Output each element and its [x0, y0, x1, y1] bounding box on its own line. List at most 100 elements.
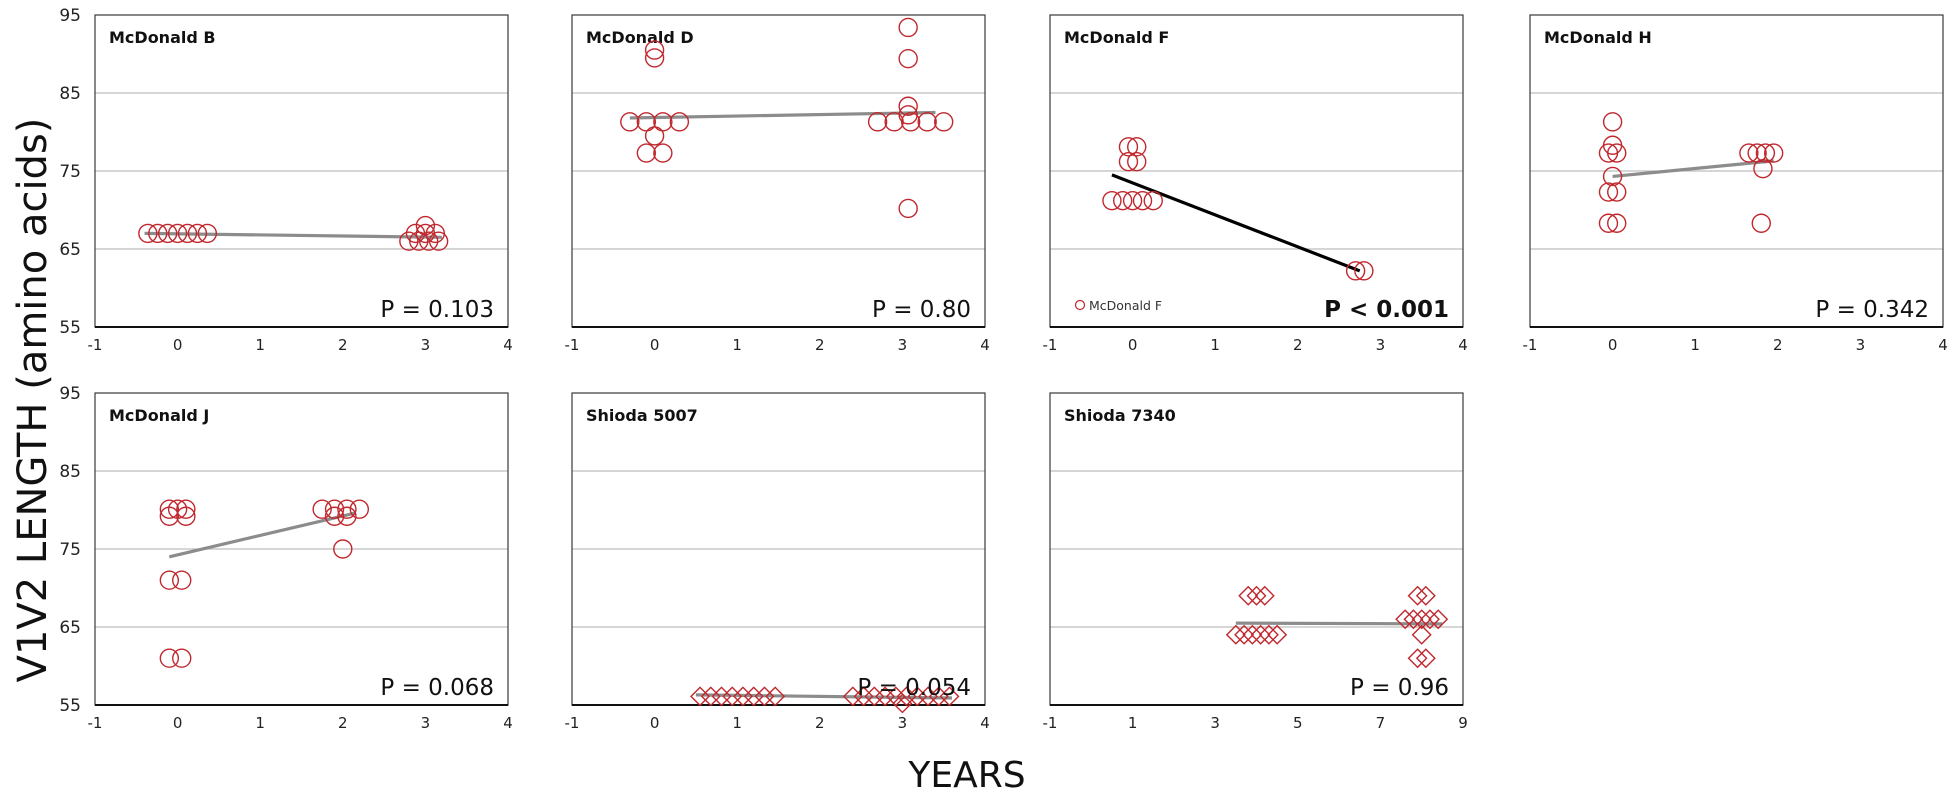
- data-point: [1602, 112, 1623, 132]
- data-point: [1607, 182, 1627, 202]
- x-tick-label: 1: [732, 714, 742, 732]
- data-point: [1607, 213, 1627, 233]
- x-tick-label: 3: [1210, 714, 1220, 732]
- x-tick-label: 3: [1856, 336, 1866, 354]
- trend-line: [168, 511, 356, 559]
- data-point: [1112, 190, 1133, 211]
- data-point: [324, 506, 345, 526]
- panel-6: -1 0 1 2 3 4 Shioda 5007 P = 0.054: [565, 392, 990, 732]
- data-point: [1598, 213, 1619, 233]
- data-point: [636, 143, 657, 163]
- data-point: [349, 499, 370, 519]
- data-point: [187, 223, 208, 244]
- data-point: [1238, 585, 1259, 606]
- data-point: [1242, 624, 1263, 645]
- data-point: [732, 686, 753, 707]
- x-tick-label: -1: [88, 714, 103, 732]
- data-point: [743, 686, 764, 707]
- x-tick-label: 1: [1690, 336, 1700, 354]
- data-point: [159, 499, 180, 519]
- x-tick-label: 0: [1608, 336, 1618, 354]
- data-point: [892, 693, 913, 714]
- data-point: [653, 112, 673, 132]
- x-tick-label: 0: [173, 714, 183, 732]
- y-tick-label: 65: [59, 240, 81, 260]
- panel-title: McDonald B: [109, 28, 216, 47]
- data-point: [644, 48, 665, 68]
- x-tick-label: 9: [1458, 714, 1468, 732]
- x-tick-label: 1: [732, 336, 742, 354]
- data-point: [864, 686, 885, 707]
- data-point: [907, 686, 928, 707]
- data-point: [1122, 190, 1143, 211]
- x-tick-label: 4: [980, 336, 990, 354]
- data-point: [1415, 648, 1436, 669]
- data-point: [1753, 158, 1773, 179]
- x-tick-label: -1: [88, 336, 103, 354]
- data-point: [653, 143, 673, 163]
- x-tick-label: 3: [898, 714, 908, 732]
- p-value-label: P = 0.054: [857, 675, 971, 701]
- x-tick-label: 1: [255, 714, 265, 732]
- data-point: [1118, 137, 1139, 157]
- x-tick-label: -1: [1043, 714, 1058, 732]
- data-point: [1411, 624, 1432, 645]
- data-point: [415, 215, 436, 236]
- x-tick-label: 0: [650, 336, 660, 354]
- trend-line: [1111, 173, 1361, 273]
- x-axis-label: YEARS: [907, 755, 1025, 796]
- x-tick-label: 2: [1293, 336, 1303, 354]
- data-point: [1250, 624, 1271, 645]
- data-point: [1415, 585, 1436, 606]
- data-point: [425, 223, 446, 244]
- panel-5: -1 0 1 2 3 4 55 65 75 85 95 McDonald J P = 0.068: [59, 384, 512, 732]
- panel-1: -1 0 1 2 3 4 55 65 75 85 95 McDonald B P = 0.103: [59, 6, 512, 354]
- data-point: [159, 570, 180, 590]
- data-point: [620, 112, 640, 132]
- data-point: [172, 570, 192, 590]
- trend-line: [1612, 159, 1774, 179]
- data-point: [1411, 609, 1432, 630]
- data-point: [1602, 135, 1623, 155]
- panel-title: Shioda 7340: [1064, 406, 1176, 425]
- data-point: [898, 96, 918, 116]
- data-point: [711, 686, 732, 707]
- y-tick-label: 75: [59, 540, 81, 560]
- data-point: [1225, 624, 1246, 645]
- x-tick-label: 1: [1210, 336, 1220, 354]
- data-point: [898, 198, 918, 219]
- panel-title: McDonald H: [1544, 28, 1652, 47]
- y-tick-label: 95: [59, 384, 81, 404]
- data-point: [842, 686, 863, 707]
- data-point: [167, 499, 188, 519]
- x-tick-label: 2: [815, 336, 825, 354]
- data-point: [1755, 143, 1776, 163]
- data-point: [1118, 151, 1139, 172]
- legend-label: McDonald F: [1089, 298, 1162, 313]
- data-point: [669, 112, 690, 132]
- data-point: [138, 223, 158, 244]
- y-tick-label: 85: [59, 462, 81, 482]
- data-point: [1395, 609, 1416, 630]
- x-tick-label: -1: [565, 714, 580, 732]
- data-point: [324, 499, 345, 519]
- x-tick-label: 4: [1458, 336, 1468, 354]
- panel-title: Shioda 5007: [586, 406, 698, 425]
- data-point: [853, 686, 874, 707]
- x-tick-label: 5: [1293, 714, 1303, 732]
- p-value-label: P = 0.342: [1815, 297, 1929, 323]
- panel-3: -1 0 1 2 3 4 McDonald F McDonald F P < 0.001: [1043, 14, 1468, 354]
- y-tick-label: 75: [59, 162, 81, 182]
- data-point: [176, 499, 196, 519]
- panel-2: -1 0 1 2 3 4 McDonald D P = 0.80: [565, 14, 990, 354]
- data-point: [917, 112, 937, 132]
- data-point: [636, 112, 657, 132]
- x-tick-label: 1: [1128, 714, 1138, 732]
- data-point: [1763, 143, 1784, 163]
- x-tick-label: 4: [503, 714, 513, 732]
- panel-title: McDonald F: [1064, 28, 1169, 47]
- data-point: [405, 223, 426, 244]
- y-tick-label: 55: [59, 318, 81, 338]
- x-tick-label: 0: [650, 714, 660, 732]
